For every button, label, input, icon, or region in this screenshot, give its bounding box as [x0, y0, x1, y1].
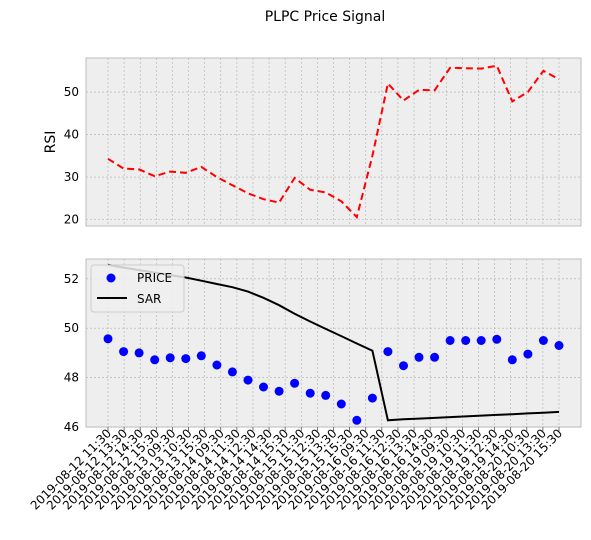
legend-price-marker [106, 273, 116, 283]
price-point [165, 353, 175, 363]
price-point [352, 415, 362, 425]
price-point [321, 390, 331, 400]
rsi-y-ticks: 20 30 40 50 [64, 85, 79, 227]
price-point [274, 386, 284, 396]
legend-sar-label: SAR [137, 292, 161, 306]
price-point [538, 336, 548, 345]
price-point [150, 355, 160, 365]
rsi-grid [86, 58, 581, 226]
price-point [212, 360, 222, 370]
price-point [103, 334, 113, 344]
price-point [399, 361, 408, 371]
price-y-tick-label: 50 [64, 321, 79, 335]
price-point [430, 352, 440, 362]
price-point [196, 351, 206, 361]
price-point [243, 375, 253, 385]
price-point [305, 388, 315, 398]
price-point [134, 348, 144, 358]
chart-title: PLPC Price Signal [265, 9, 386, 25]
price-point [445, 336, 455, 345]
price-point [290, 378, 300, 388]
price-point [554, 341, 564, 350]
price-point [414, 352, 424, 362]
rsi-y-tick-label: 50 [64, 85, 79, 99]
rsi-panel: 20 30 40 50 RSI [43, 57, 582, 227]
price-point [119, 347, 129, 357]
rsi-line [107, 64, 560, 220]
price-point [367, 393, 377, 403]
rsi-series [107, 64, 560, 220]
price-y-tick-label: 46 [64, 420, 79, 434]
price-point [507, 355, 517, 365]
price-point [259, 382, 268, 392]
legend-price-label: PRICE [137, 271, 172, 285]
price-y-tick-label: 48 [64, 371, 79, 385]
price-point [227, 367, 237, 377]
price-series [103, 334, 564, 425]
price-y-ticks: 46 48 50 52 [64, 272, 79, 434]
price-point [492, 334, 502, 344]
price-y-tick-label: 52 [64, 272, 79, 286]
price-grid [86, 259, 581, 428]
rsi-y-tick-label: 20 [64, 213, 79, 227]
price-point [461, 336, 471, 345]
rsi-y-tick-label: 40 [64, 128, 79, 142]
price-point [336, 399, 346, 409]
price-point [523, 349, 533, 359]
price-point [383, 347, 393, 357]
rsi-y-tick-label: 30 [64, 170, 79, 184]
price-point [181, 354, 191, 364]
legend: PRICE SAR [90, 264, 185, 313]
rsi-y-axis-label: RSI [43, 131, 59, 154]
price-point [476, 336, 486, 345]
